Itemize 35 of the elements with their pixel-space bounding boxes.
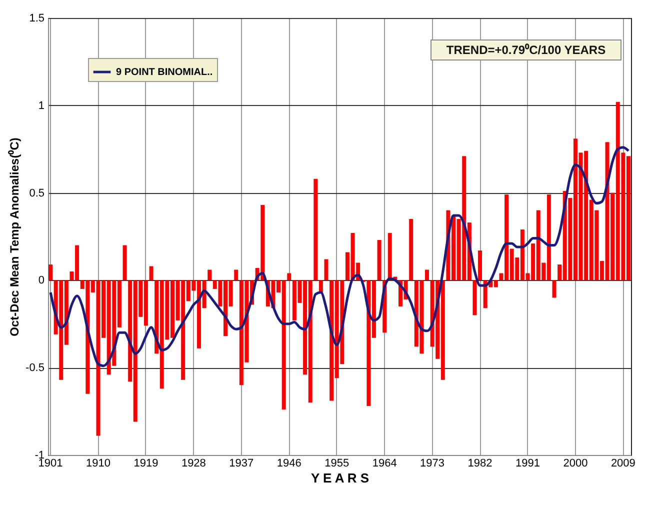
x-tick-label: 1946 bbox=[276, 458, 302, 470]
x-tick-label: 1910 bbox=[86, 458, 110, 470]
bar bbox=[318, 280, 323, 292]
bar bbox=[208, 270, 212, 280]
x-tick-label: 1955 bbox=[324, 458, 350, 470]
bar bbox=[149, 266, 154, 280]
x-tick-label: 1901 bbox=[38, 458, 63, 470]
y-tick-label: 1.5 bbox=[29, 12, 44, 24]
y-tick-label: 0.5 bbox=[29, 187, 44, 200]
bar bbox=[472, 280, 477, 316]
x-tick-label: 2000 bbox=[563, 458, 588, 470]
bar bbox=[287, 273, 292, 280]
x-axis-title: Y E A R S bbox=[310, 470, 370, 486]
x-tick-label: 1982 bbox=[468, 458, 492, 470]
x-tick-label: 1919 bbox=[134, 458, 158, 470]
annotation: TREND=+0.79⁰C/100 YEARS bbox=[446, 43, 606, 57]
bar bbox=[48, 264, 53, 280]
bar bbox=[377, 240, 382, 280]
x-tick-label: 1928 bbox=[181, 458, 206, 470]
x-tick-label: 1973 bbox=[420, 458, 445, 470]
x-tick-label: 1964 bbox=[372, 458, 397, 470]
bar bbox=[478, 250, 482, 280]
y-axis-title: Oct-Dec Mean Temp Anomalies(⁰C) bbox=[8, 138, 22, 336]
bar bbox=[409, 219, 414, 280]
y-tick-label: -0.5 bbox=[26, 362, 44, 374]
y-tick-label: 0 bbox=[38, 274, 44, 287]
y-tick-label: 1 bbox=[38, 100, 44, 112]
legend-label: 9 POINT BINOMIAL.. bbox=[116, 67, 213, 78]
x-tick-label: 2009 bbox=[610, 458, 636, 470]
bar bbox=[314, 178, 318, 280]
bar bbox=[425, 270, 429, 280]
bar bbox=[234, 270, 238, 280]
x-tick-label: 1937 bbox=[229, 458, 254, 470]
line-series bbox=[49, 146, 630, 368]
x-tick-label: 1991 bbox=[515, 458, 540, 470]
